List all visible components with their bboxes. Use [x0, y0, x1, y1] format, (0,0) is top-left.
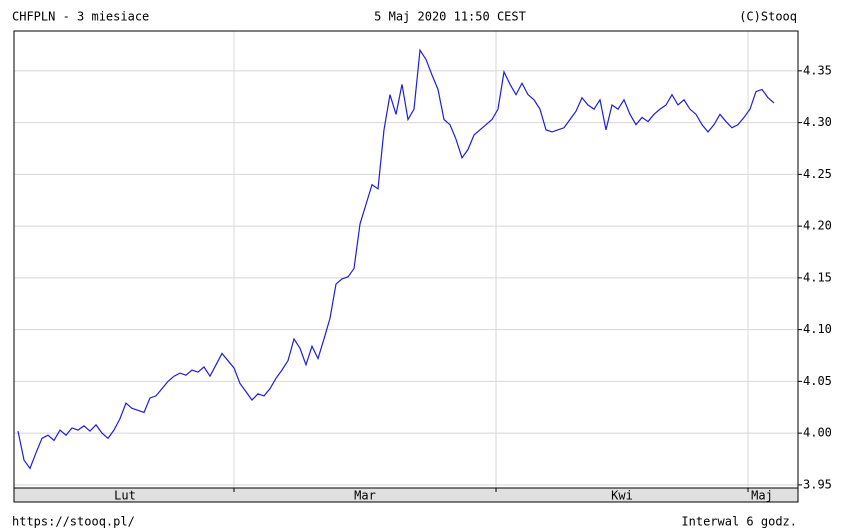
x-tick-label: Mar: [354, 489, 376, 503]
y-tick-label: 4.00: [803, 426, 832, 440]
x-tick-label: Maj: [751, 489, 773, 503]
interval: Interwal 6 godz.: [681, 515, 797, 529]
copyright: (C)Stooq: [739, 10, 797, 24]
y-tick-label: 4.25: [803, 167, 832, 181]
plot-border: [13, 30, 799, 489]
y-tick-label: 4.05: [803, 374, 832, 388]
y-tick-label: 4.10: [803, 322, 832, 336]
source: https://stooq.pl/: [12, 515, 135, 529]
y-tick-label: 4.35: [803, 63, 832, 77]
y-tick-label: 4.20: [803, 219, 832, 233]
y-tick-label: 4.30: [803, 115, 832, 129]
chart-date: 5 Maj 2020 11:50 CEST: [374, 10, 526, 24]
x-tick-label: Kwi: [611, 489, 633, 503]
y-tick-label: 4.15: [803, 270, 832, 284]
y-tick-label: 3.95: [803, 477, 832, 491]
x-tick-label: Lut: [114, 489, 136, 503]
price-line: [17, 48, 775, 470]
chart-title: CHFPLN - 3 miesiace: [12, 10, 149, 24]
